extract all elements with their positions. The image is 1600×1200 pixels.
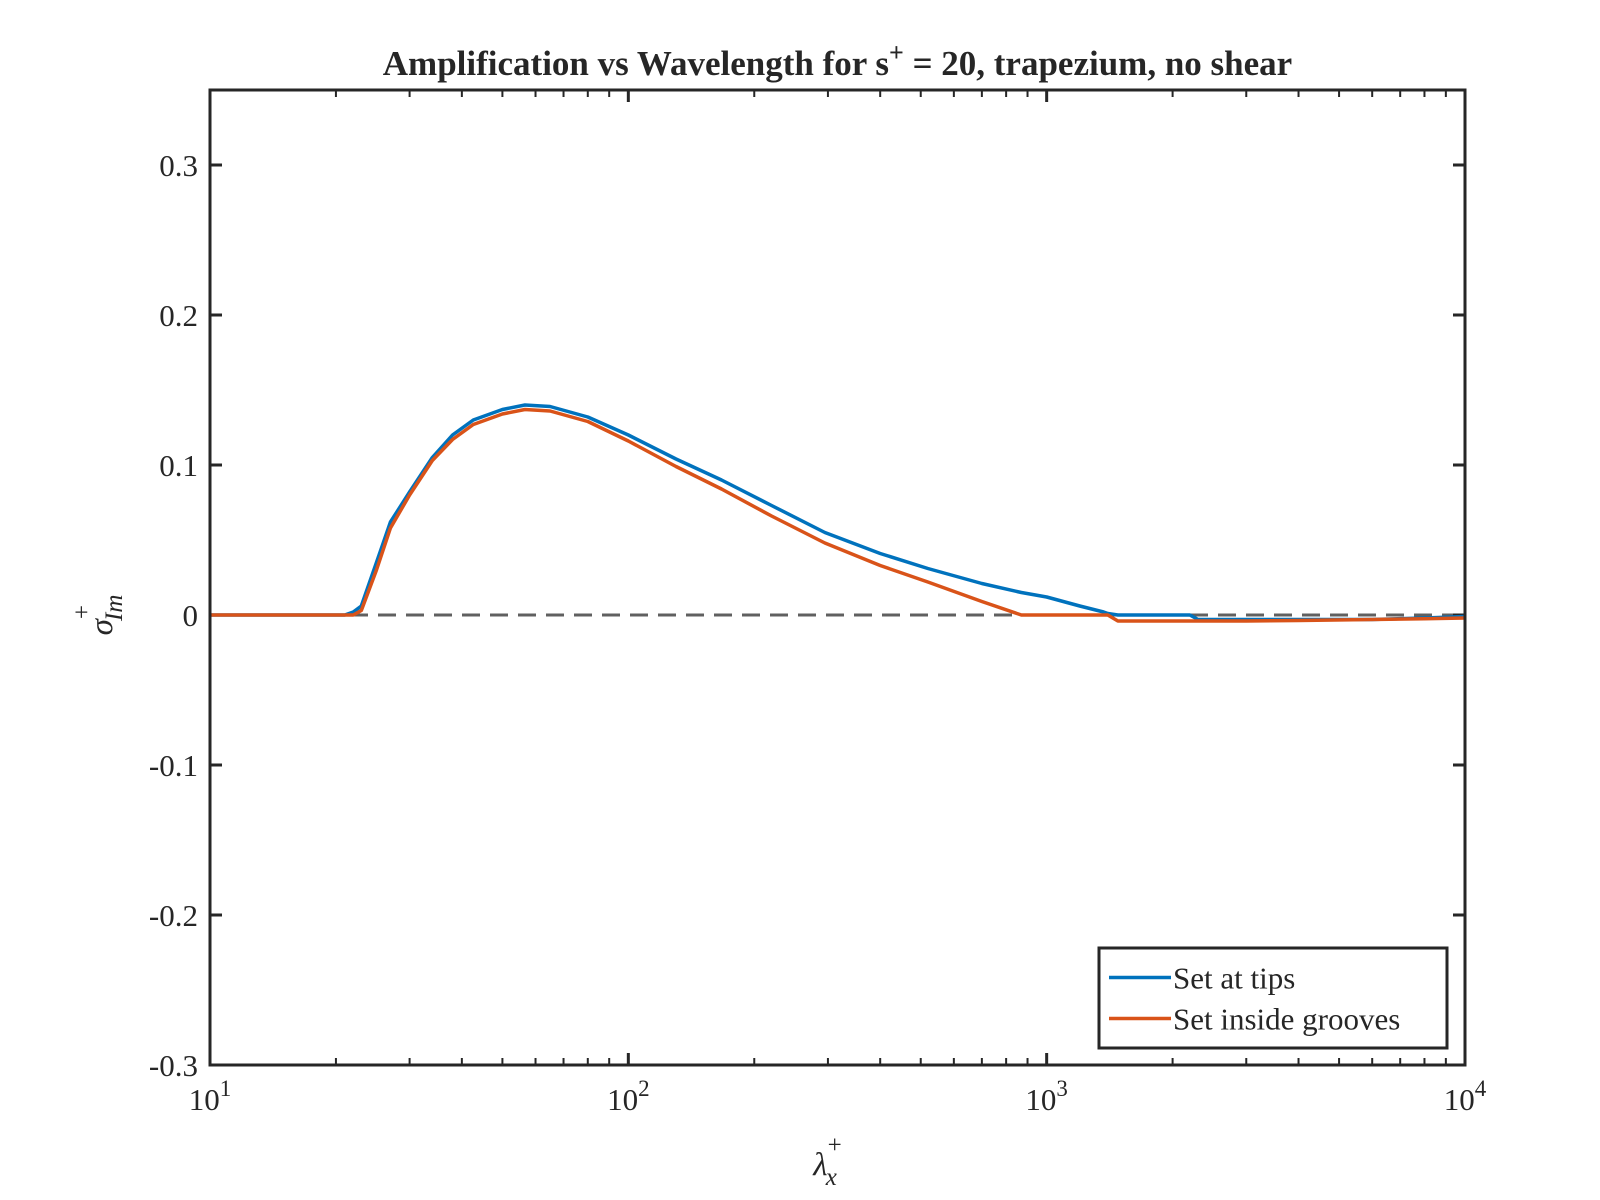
- x-tick-label: 104: [1444, 1076, 1487, 1117]
- x-tick-exponent: 1: [220, 1076, 232, 1101]
- y-tick-label: 0.3: [159, 148, 198, 183]
- y-tick-label: -0.2: [149, 898, 198, 933]
- y-tick-label: 0: [183, 598, 199, 633]
- x-tick-label: 102: [607, 1076, 650, 1117]
- legend-label: Set at tips: [1173, 961, 1295, 996]
- y-tick-label: -0.3: [149, 1048, 198, 1083]
- x-tick-exponent: 3: [1056, 1076, 1068, 1101]
- x-tick-base: 10: [1025, 1082, 1056, 1117]
- title-rest: = 20, trapezium, no shear: [904, 44, 1292, 83]
- x-tick-exponent: 4: [1475, 1076, 1487, 1101]
- y-tick-label: -0.1: [149, 748, 198, 783]
- title-sup: +: [889, 38, 904, 67]
- series-line: [210, 407, 1466, 623]
- x-axis-label: λ+ x: [812, 1132, 841, 1191]
- chart-title: Amplification vs Wavelength for s+ = 20,…: [383, 38, 1292, 83]
- y-label-text: σ: [84, 617, 120, 635]
- x-label-sub: x: [825, 1164, 837, 1191]
- x-tick-base: 10: [189, 1082, 220, 1117]
- y-tick-label: 0.1: [159, 448, 198, 483]
- x-tick-base: 10: [607, 1082, 638, 1117]
- y-tick-label: 0.2: [159, 298, 198, 333]
- legend-label: Set inside grooves: [1173, 1002, 1400, 1037]
- axes-box: [208, 88, 1467, 1067]
- y-label-sub: Im: [101, 595, 128, 622]
- x-label-sup: +: [828, 1132, 842, 1159]
- series-line: [210, 403, 1466, 622]
- x-label-text: λ: [812, 1147, 827, 1183]
- x-tick-base: 10: [1444, 1082, 1475, 1117]
- x-tick-label: 101: [189, 1076, 232, 1117]
- y-label-sup: +: [69, 605, 96, 619]
- legend-box: [1097, 946, 1449, 1050]
- x-tick-label: 103: [1025, 1076, 1068, 1117]
- title-text: Amplification vs Wavelength for s: [383, 44, 889, 83]
- x-tick-exponent: 2: [638, 1076, 650, 1101]
- y-axis-label: σ+ Im: [69, 595, 128, 636]
